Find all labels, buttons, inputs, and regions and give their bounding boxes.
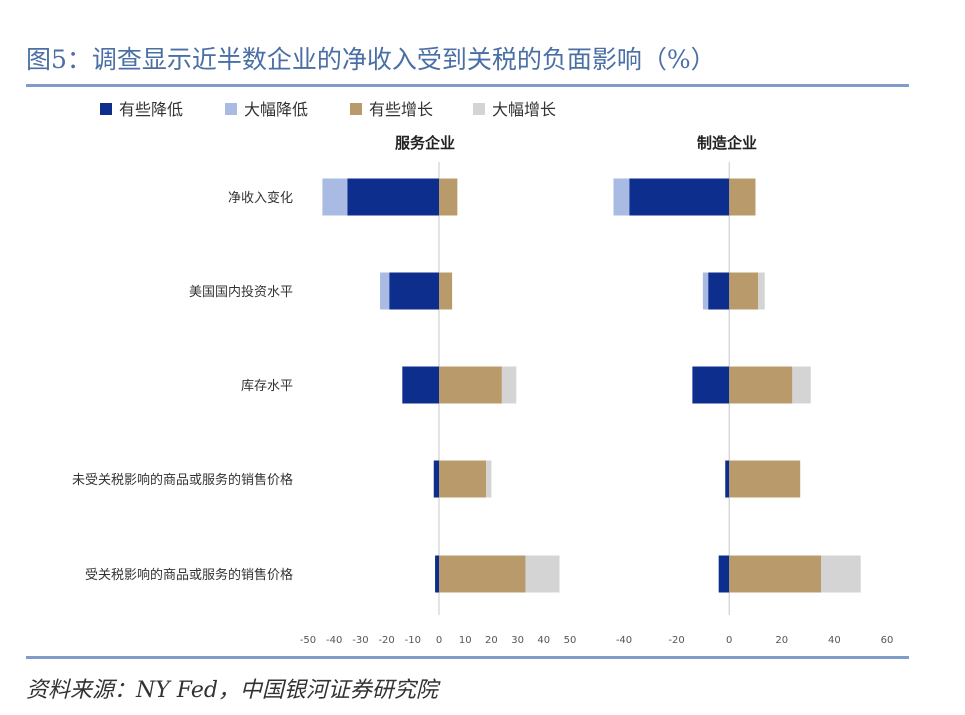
bar-1-2-2 xyxy=(729,366,793,404)
chart-panels: 服务企业 -50 -40 -30 -20 -10 0 10 20 30 40 50 制造企业 -40 -20… xyxy=(300,134,894,646)
panel-title-0: 服务企业 xyxy=(395,134,455,152)
chart-legend: 有些降低 大幅降低 有些增长 大幅增长 xyxy=(100,100,556,119)
x-tick-1-1: -20 xyxy=(668,635,684,646)
bar-0-1-2 xyxy=(439,272,453,310)
x-tick-0-4: -10 xyxy=(405,635,421,646)
bar-0-1-1 xyxy=(380,272,390,310)
legend-label-1: 大幅降低 xyxy=(244,100,308,119)
x-tick-0-0: -50 xyxy=(300,635,316,646)
x-tick-0-6: 10 xyxy=(459,635,472,646)
x-tick-1-3: 20 xyxy=(775,635,788,646)
x-tick-0-3: -20 xyxy=(378,635,394,646)
x-tick-1-2: 0 xyxy=(726,635,732,646)
bar-1-4-3 xyxy=(821,555,861,593)
bar-0-3-0 xyxy=(433,460,439,498)
x-tick-1-5: 60 xyxy=(881,635,894,646)
bar-0-4-3 xyxy=(525,555,560,593)
category-label-2: 库存水平 xyxy=(241,378,293,394)
bar-0-4-0 xyxy=(435,555,439,593)
bar-1-3-2 xyxy=(729,460,801,498)
source-rule xyxy=(26,656,909,659)
bar-0-0-2 xyxy=(439,178,458,216)
bar-0-1-0 xyxy=(389,272,439,310)
bar-0-0-1 xyxy=(322,178,348,216)
legend-swatch-0 xyxy=(100,103,112,115)
x-tick-0-1: -40 xyxy=(326,635,342,646)
bar-1-1-3 xyxy=(758,272,765,310)
x-tick-0-2: -30 xyxy=(352,635,368,646)
category-label-1: 美国国内投资水平 xyxy=(189,284,293,300)
bar-1-0-2 xyxy=(729,178,756,216)
bar-1-1-1 xyxy=(702,272,709,310)
x-tick-1-4: 40 xyxy=(828,635,841,646)
bar-0-2-2 xyxy=(439,366,502,404)
x-tick-0-7: 20 xyxy=(485,635,498,646)
bar-1-0-1 xyxy=(613,178,630,216)
bar-1-2-0 xyxy=(692,366,730,404)
bar-1-3-0 xyxy=(725,460,730,498)
bar-1-1-2 xyxy=(729,272,759,310)
bar-1-0-0 xyxy=(629,178,730,216)
category-labels: 净收入变化美国国内投资水平库存水平未受关税影响的商品或服务的销售价格受关税影响的… xyxy=(72,190,293,583)
bar-1-4-2 xyxy=(729,555,822,593)
panel-1: 制造企业 -40 -20 0 20 40 60 xyxy=(613,134,893,646)
x-tick-0-8: 30 xyxy=(511,635,524,646)
legend-label-2: 有些增长 xyxy=(369,100,433,119)
legend-label-0: 有些降低 xyxy=(119,100,183,119)
bar-0-2-0 xyxy=(402,366,439,404)
x-tick-1-0: -40 xyxy=(616,635,632,646)
bar-0-3-2 xyxy=(439,460,487,498)
title-rule xyxy=(26,84,909,87)
source-note: 资料来源：NY Fed，中国银河证券研究院 xyxy=(26,678,438,703)
category-label-0: 净收入变化 xyxy=(228,190,293,206)
panel-0: 服务企业 -50 -40 -30 -20 -10 0 10 20 30 40 50 xyxy=(300,134,577,646)
bar-1-4-0 xyxy=(718,555,730,593)
bar-1-1-0 xyxy=(708,272,730,310)
x-tick-0-5: 0 xyxy=(436,635,442,646)
category-label-3: 未受关税影响的商品或服务的销售价格 xyxy=(72,472,293,488)
bar-0-2-3 xyxy=(501,366,517,404)
legend-swatch-2 xyxy=(350,103,362,115)
legend-swatch-3 xyxy=(473,103,485,115)
bar-0-0-0 xyxy=(347,178,439,216)
legend-swatch-1 xyxy=(225,103,237,115)
bar-1-2-3 xyxy=(792,366,811,404)
category-label-4: 受关税影响的商品或服务的销售价格 xyxy=(85,567,293,583)
bar-0-4-2 xyxy=(439,555,526,593)
page-title: 图5：调查显示近半数企业的净收入受到关税的负面影响（%） xyxy=(26,45,716,74)
panel-title-1: 制造企业 xyxy=(697,134,757,152)
legend-label-3: 大幅增长 xyxy=(492,100,556,119)
x-tick-0-10: 50 xyxy=(564,635,577,646)
bar-0-3-3 xyxy=(486,460,492,498)
x-tick-0-9: 40 xyxy=(537,635,550,646)
